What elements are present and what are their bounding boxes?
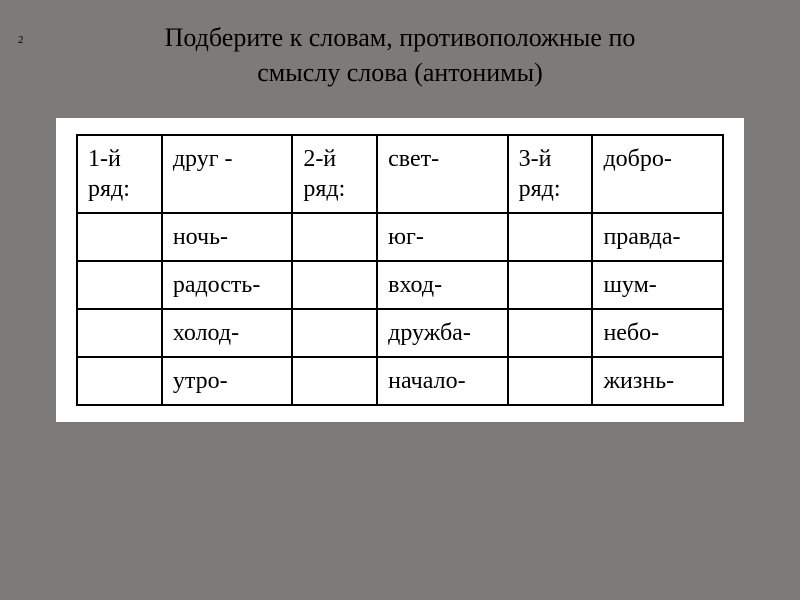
cell-row5-col6: жизнь- <box>592 357 723 405</box>
cell-row4-col1 <box>77 309 162 357</box>
cell-row1-col1: 1-й ряд: <box>77 135 162 213</box>
cell-row2-col5 <box>508 213 593 261</box>
table-row: холод- дружба- небо- <box>77 309 723 357</box>
slide-number: 2 <box>18 34 24 46</box>
cell-row1-col4: свет- <box>377 135 508 213</box>
cell-row3-col4: вход- <box>377 261 508 309</box>
cell-row3-col2: радость- <box>162 261 293 309</box>
cell-row5-col2: утро- <box>162 357 293 405</box>
title-block: Подберите к словам, противоположные по с… <box>40 20 760 90</box>
cell-row4-col6: небо- <box>592 309 723 357</box>
cell-row3-col6: шум- <box>592 261 723 309</box>
cell-row1-col3: 2-й ряд: <box>292 135 377 213</box>
cell-row3-col1 <box>77 261 162 309</box>
title-line-1: Подберите к словам, противоположные по <box>60 20 740 55</box>
cell-row2-col3 <box>292 213 377 261</box>
cell-row5-col5 <box>508 357 593 405</box>
cell-row4-col4: дружба- <box>377 309 508 357</box>
cell-row2-col1 <box>77 213 162 261</box>
cell-row5-col4: начало- <box>377 357 508 405</box>
cell-row4-col2: холод- <box>162 309 293 357</box>
table-row: 1-й ряд: друг - 2-й ряд: свет- 3-й ряд: … <box>77 135 723 213</box>
cell-row3-col3 <box>292 261 377 309</box>
cell-row4-col3 <box>292 309 377 357</box>
title-line-2: смыслу слова (антонимы) <box>60 55 740 90</box>
cell-row5-col1 <box>77 357 162 405</box>
table-row: радость- вход- шум- <box>77 261 723 309</box>
cell-row1-col6: добро- <box>592 135 723 213</box>
cell-row1-col5: 3-й ряд: <box>508 135 593 213</box>
cell-row2-col6: правда- <box>592 213 723 261</box>
cell-row1-col2: друг - <box>162 135 293 213</box>
cell-row5-col3 <box>292 357 377 405</box>
antonyms-table: 1-й ряд: друг - 2-й ряд: свет- 3-й ряд: … <box>76 134 724 406</box>
cell-row4-col5 <box>508 309 593 357</box>
cell-row2-col4: юг- <box>377 213 508 261</box>
cell-row3-col5 <box>508 261 593 309</box>
table-row: утро- начало- жизнь- <box>77 357 723 405</box>
table-container: 1-й ряд: друг - 2-й ряд: свет- 3-й ряд: … <box>56 118 744 422</box>
cell-row2-col2: ночь- <box>162 213 293 261</box>
table-row: ночь- юг- правда- <box>77 213 723 261</box>
